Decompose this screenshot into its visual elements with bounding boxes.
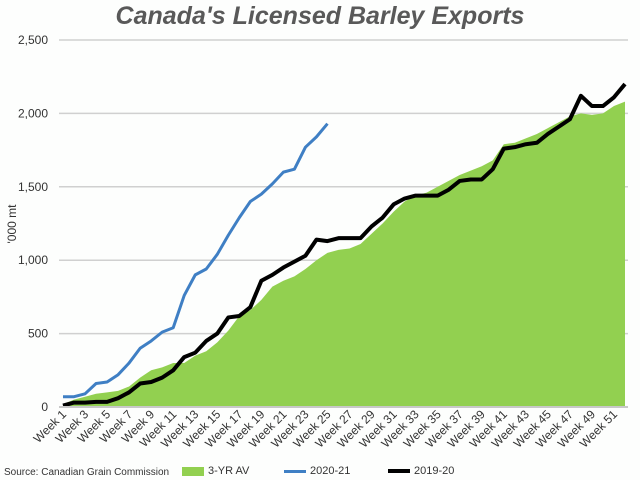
y-tick-label: 500	[28, 327, 48, 341]
y-axis-label: '000 mt	[5, 204, 19, 244]
legend-item-2019-20: 2019-20	[388, 465, 454, 477]
line-2019-20	[62, 82, 627, 408]
legend-swatch-2019-20	[388, 469, 410, 473]
legend-item-2020-21: 2020-21	[284, 465, 350, 477]
chart-title: Canada's Licensed Barley Exports	[115, 2, 525, 30]
y-tick-label: 2,000	[18, 106, 48, 120]
legend-item-3yr-av: 3-YR AV	[182, 465, 249, 477]
y-tick-label: 1,000	[18, 253, 48, 267]
legend-label: 2020-21	[310, 465, 351, 477]
y-tick-label: 1,500	[18, 180, 48, 194]
y-tick-label: 2,500	[18, 33, 48, 47]
legend-label: 3-YR AV	[208, 465, 250, 477]
legend-swatch-3yr-av	[182, 466, 204, 476]
legend-label: 2019-20	[414, 465, 455, 477]
legend-swatch-2020-21	[284, 469, 306, 473]
area-3yr-av	[63, 101, 625, 407]
y-tick-label: 0	[41, 400, 48, 414]
source-note: Source: Canadian Grain Commission	[4, 467, 170, 478]
